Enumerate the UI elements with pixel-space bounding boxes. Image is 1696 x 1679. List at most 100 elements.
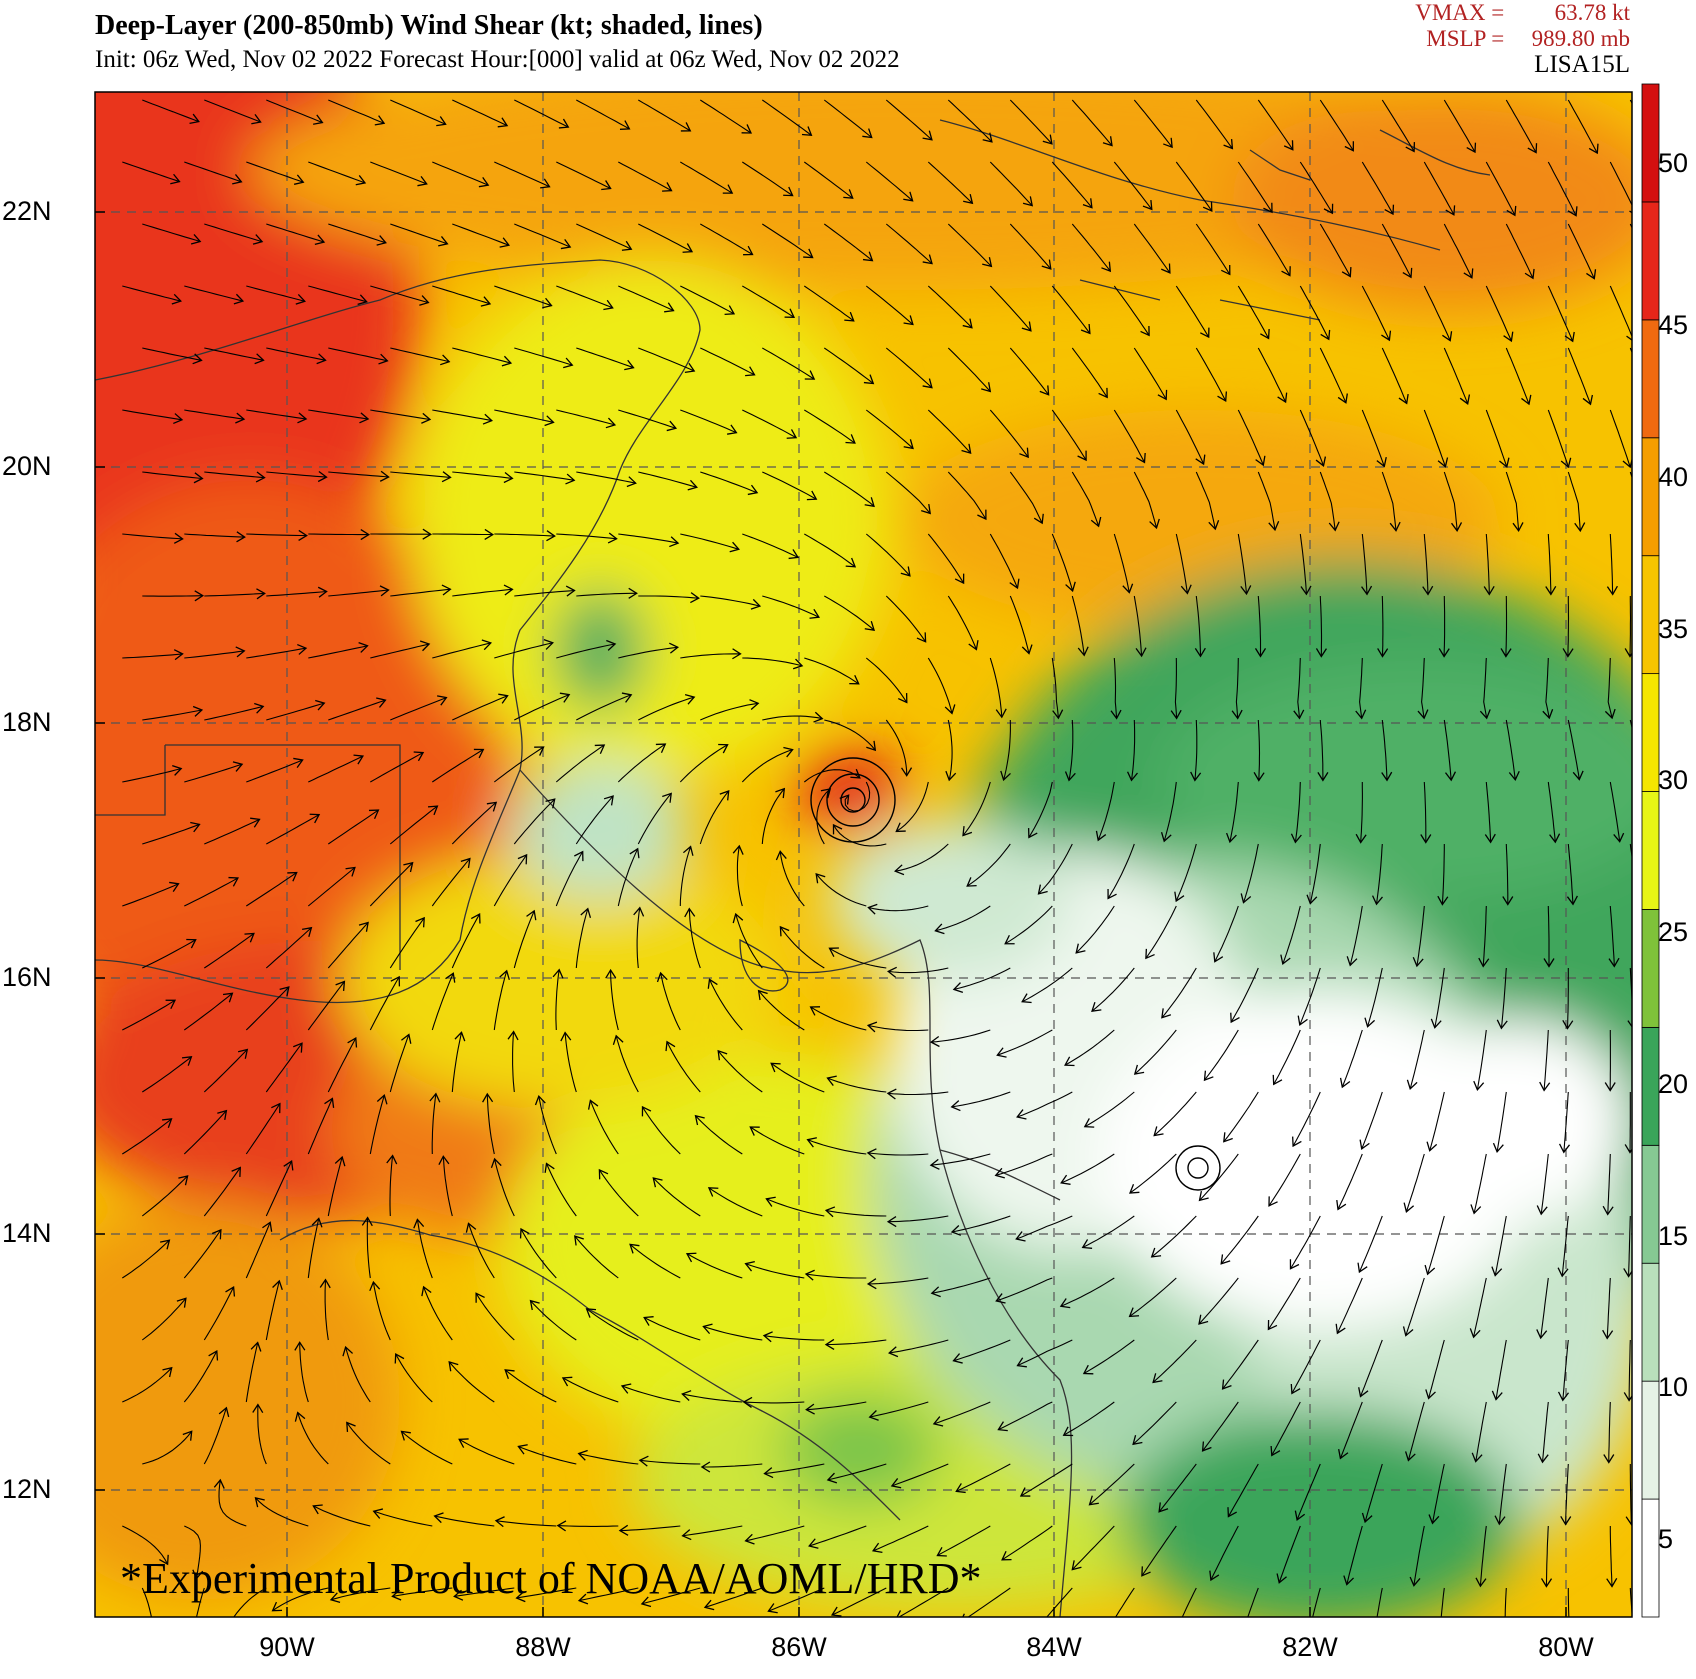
- streamline-arrow: [504, 1369, 557, 1403]
- streamline-arrow: [927, 409, 972, 455]
- streamline-arrow: [638, 223, 694, 253]
- streamline-arrow: [641, 1105, 681, 1155]
- streamline-arrow: [1037, 843, 1073, 895]
- streamline-arrow: [452, 471, 514, 484]
- streamline-arrow: [1609, 161, 1632, 218]
- streamline-arrow: [1113, 533, 1134, 594]
- streamline-arrow: [451, 1031, 466, 1093]
- streamline-arrow: [184, 1525, 204, 1580]
- streamline-arrow: [1319, 99, 1355, 152]
- streamline-arrow: [1604, 657, 1616, 720]
- streamline-arrow: [700, 471, 759, 496]
- streamline-arrow: [995, 1277, 1053, 1304]
- streamline-arrow: [328, 697, 387, 721]
- streamline-arrow: [429, 1092, 441, 1155]
- streamline-arrow: [763, 1463, 825, 1479]
- streamline-arrow: [266, 813, 321, 845]
- streamline-arrow: [1231, 657, 1243, 720]
- streamline-arrow: [515, 1587, 577, 1603]
- streamline-arrow: [1280, 905, 1301, 966]
- streamline-arrow: [1543, 905, 1555, 968]
- streamline-arrow: [947, 223, 993, 268]
- streamline-arrow: [204, 471, 266, 483]
- streamline-arrow: [1609, 409, 1632, 469]
- streamline-arrow: [638, 693, 696, 721]
- streamline-arrow: [204, 588, 266, 600]
- streamline-arrow: [612, 1034, 639, 1093]
- streamline-arrow: [804, 1269, 867, 1281]
- streamline-arrow: [1194, 595, 1206, 658]
- streamline-arrow: [482, 1092, 495, 1155]
- streamline-arrow: [684, 907, 701, 969]
- streamline-arrow: [556, 1520, 619, 1532]
- streamline-arrow: [560, 1031, 577, 1093]
- streamline-arrow: [620, 1383, 681, 1403]
- lat-label-14n: 14N: [2, 1218, 52, 1248]
- storm-stats: VMAX = 63.78 kt MSLP = 989.80 mb: [1415, 0, 1630, 52]
- streamline-arrow: [1293, 657, 1305, 720]
- lon-label-90w: 90W: [259, 1632, 315, 1662]
- streamline-arrow: [514, 99, 570, 129]
- streamline-arrow: [308, 285, 368, 306]
- streamline-arrow: [732, 844, 744, 907]
- streamline-arrow: [122, 409, 184, 425]
- streamline-arrow: [1567, 1588, 1570, 1617]
- streamline-arrow: [803, 161, 854, 199]
- streamline-arrow: [246, 643, 308, 659]
- streamline-arrow: [1221, 1339, 1259, 1390]
- colorbar-swatch: [1641, 1026, 1660, 1146]
- streamline-arrow: [1223, 1091, 1259, 1143]
- streamline-arrow: [732, 912, 763, 969]
- streamline-arrow: [1009, 347, 1050, 396]
- streamline-arrow: [1377, 595, 1389, 658]
- streamline-arrow: [386, 1154, 398, 1217]
- streamline-arrow: [703, 1587, 763, 1611]
- streamline-arrow: [775, 850, 805, 907]
- streamline-arrow: [1440, 1587, 1445, 1617]
- colorbar-swatch: [1641, 555, 1660, 675]
- streamline-arrow: [643, 1316, 701, 1341]
- streamline-arrow: [1175, 533, 1192, 595]
- streamline-arrow: [490, 1157, 515, 1217]
- streamline-arrow: [556, 639, 617, 659]
- streamline-arrow: [1088, 1463, 1135, 1506]
- streamline-arrow: [989, 285, 1032, 332]
- streamline-arrow: [1443, 99, 1477, 154]
- streamline-arrow: [700, 1461, 763, 1473]
- streamline-arrow: [1361, 1463, 1383, 1524]
- streamline-arrow: [346, 1421, 391, 1465]
- streamline-arrow: [1294, 1463, 1321, 1522]
- streamline-arrow: [1071, 223, 1112, 273]
- streamline-arrow: [432, 639, 492, 659]
- streamline-arrow: [679, 845, 694, 907]
- mslp-value: 989.80 mb: [1531, 26, 1630, 51]
- streamline-arrow: [400, 1430, 453, 1465]
- streamline-arrow: [122, 532, 184, 544]
- streamline-arrow: [866, 1277, 929, 1290]
- streamline-arrow: [1547, 781, 1561, 844]
- streamline-arrow: [494, 530, 556, 542]
- streamline-arrow: [618, 161, 673, 192]
- streamline-arrow: [1059, 1277, 1115, 1309]
- streamline-arrow: [1133, 471, 1160, 530]
- streamline-arrow: [1443, 471, 1463, 533]
- colorbar-tick-50: 50: [1658, 148, 1689, 178]
- streamline-arrow: [808, 1525, 867, 1549]
- streamline-arrow: [1299, 161, 1334, 215]
- streamline-arrow: [183, 1350, 219, 1403]
- streamline-arrow: [1312, 1587, 1321, 1617]
- streamline-arrow: [1009, 471, 1044, 525]
- streamline-arrow: [762, 471, 818, 501]
- streamline-arrow: [816, 788, 832, 845]
- streamline-arrow: [575, 795, 614, 845]
- streamline-arrow: [1443, 347, 1471, 405]
- streamline-arrow: [1198, 1277, 1239, 1325]
- streamline-arrow: [308, 161, 367, 186]
- streamline-arrow: [805, 1401, 867, 1415]
- streamline-arrow: [534, 1094, 557, 1155]
- streamline-arrow: [204, 223, 264, 245]
- streamline-arrow: [1289, 1215, 1321, 1270]
- streamline-arrow: [1064, 719, 1076, 782]
- streamline-arrow: [1060, 1153, 1115, 1185]
- colorbar-swatch: [1641, 1262, 1660, 1382]
